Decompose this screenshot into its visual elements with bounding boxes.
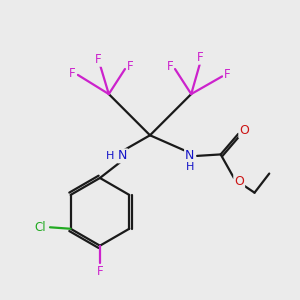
Text: F: F bbox=[167, 60, 173, 73]
Text: F: F bbox=[95, 53, 102, 66]
Text: O: O bbox=[234, 175, 244, 188]
Text: Cl: Cl bbox=[34, 221, 46, 234]
Text: F: F bbox=[97, 265, 103, 278]
Text: N: N bbox=[118, 149, 127, 162]
Text: F: F bbox=[224, 68, 231, 81]
Text: H: H bbox=[106, 151, 114, 161]
Text: H: H bbox=[186, 162, 194, 172]
Text: F: F bbox=[197, 51, 203, 64]
Text: F: F bbox=[69, 67, 76, 80]
Text: N: N bbox=[185, 149, 194, 162]
Text: F: F bbox=[127, 60, 134, 73]
Text: O: O bbox=[239, 124, 249, 137]
